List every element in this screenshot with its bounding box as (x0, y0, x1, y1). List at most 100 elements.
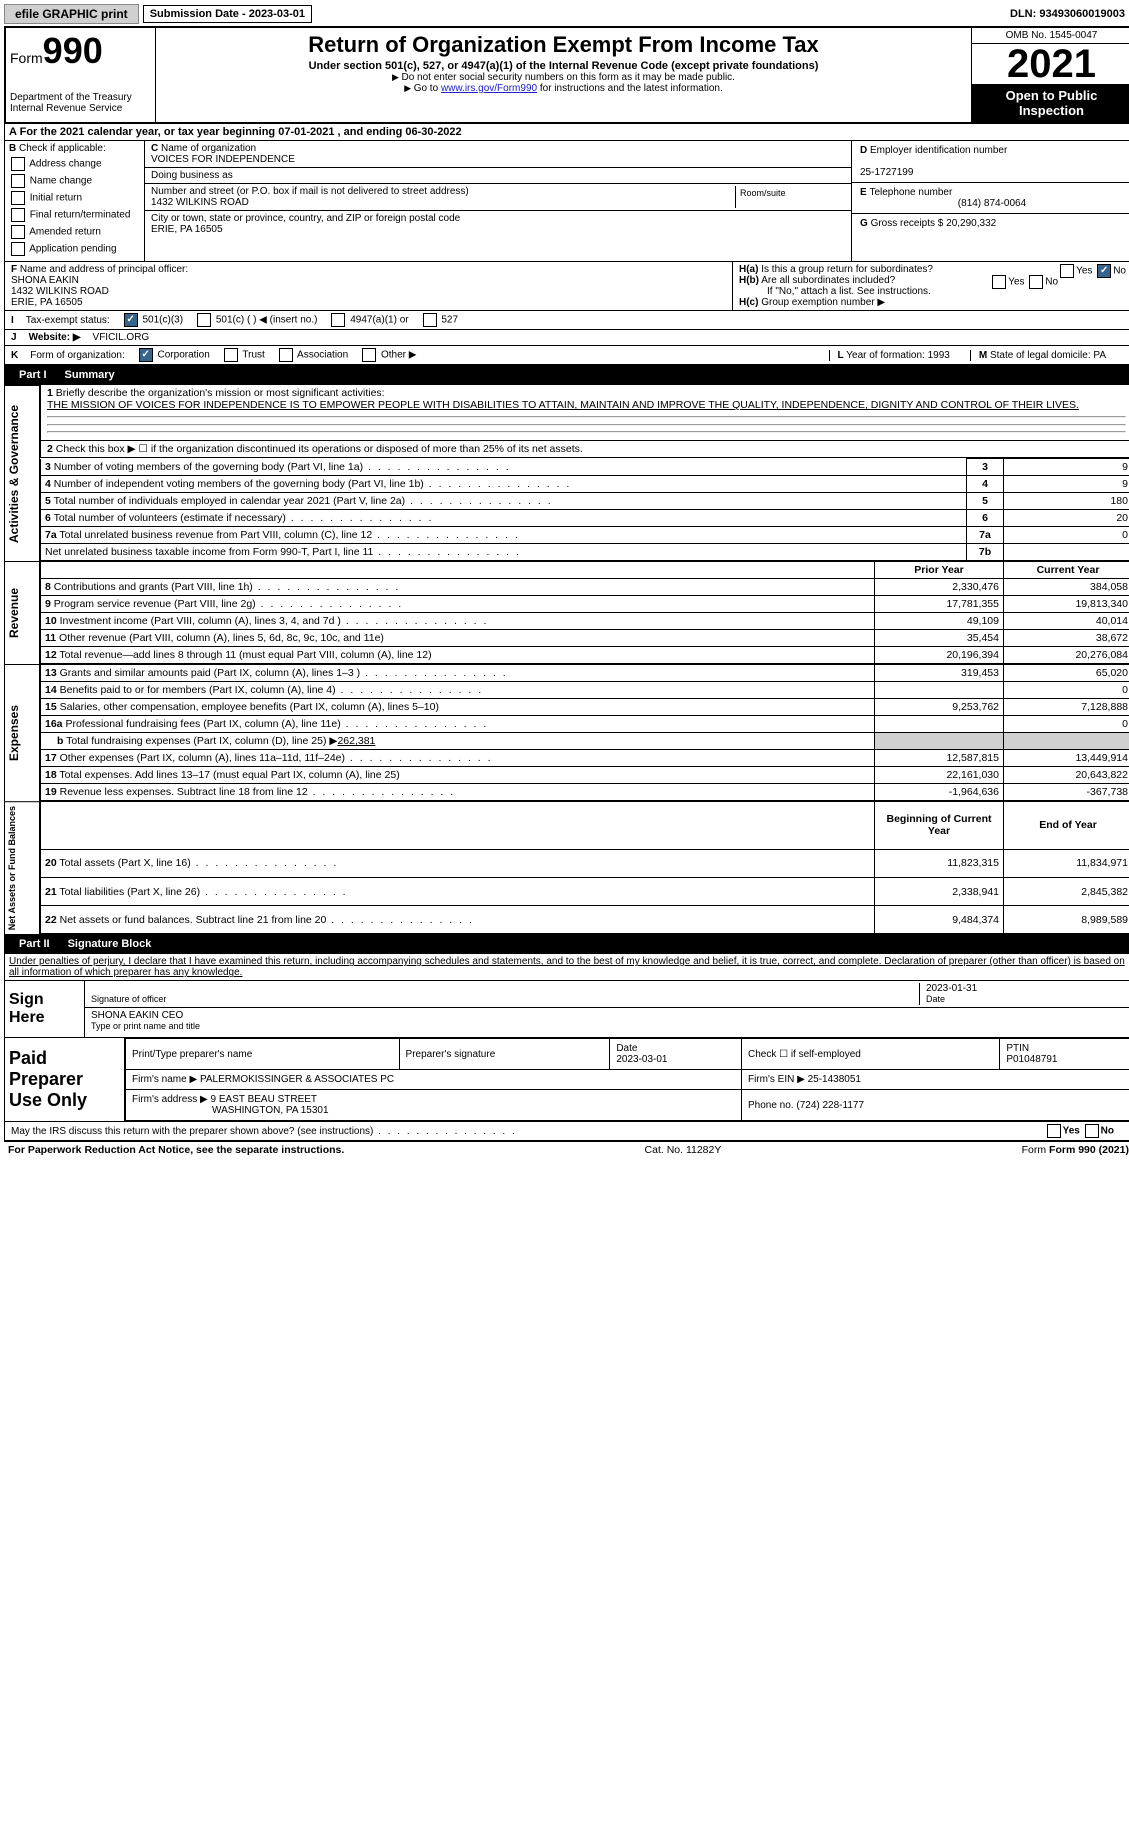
line-a-tax-year: A For the 2021 calendar year, or tax yea… (4, 124, 1129, 141)
hdr-end-year: End of Year (1004, 802, 1129, 850)
l5-num: 5 (45, 495, 51, 507)
l15-num: 15 (45, 701, 57, 713)
sign-here-label: Sign Here (5, 981, 85, 1037)
l5-text: Total number of individuals employed in … (54, 495, 553, 507)
firm-phone: (724) 228-1177 (796, 1100, 864, 1111)
form-title: Return of Organization Exempt From Incom… (160, 32, 967, 58)
website-value: VFICIL.ORG (93, 332, 150, 343)
sign-date: 2023-01-31 (926, 983, 977, 994)
l11-num: 11 (45, 632, 56, 644)
l16a-text: Professional fundraising fees (Part IX, … (65, 718, 488, 730)
firm-ein: 25-1438051 (808, 1074, 861, 1085)
l4-val: 9 (1004, 476, 1129, 493)
phone-value: (814) 874-0064 (860, 198, 1124, 209)
l13-curr: 65,020 (1004, 665, 1129, 682)
l16b-num: b (57, 735, 63, 747)
note-goto-post: for instructions and the latest informat… (540, 83, 723, 94)
l20-text: Total assets (Part X, line 16) (59, 857, 338, 869)
org-name: VOICES FOR INDEPENDENCE (151, 154, 295, 165)
chk-discuss-no[interactable] (1085, 1124, 1099, 1138)
l3-num: 3 (45, 461, 51, 473)
vtab-expenses: Expenses (4, 664, 40, 801)
l22-prior: 9,484,374 (875, 906, 1004, 934)
l13-prior: 319,453 (875, 665, 1004, 682)
efile-print-button[interactable]: efile GRAPHIC print (4, 4, 139, 24)
top-bar: efile GRAPHIC print Submission Date - 20… (4, 4, 1129, 24)
l11-curr: 38,672 (1004, 630, 1129, 647)
irs-link[interactable]: www.irs.gov/Form990 (441, 83, 537, 94)
chk-application-pending[interactable] (11, 242, 25, 256)
officer-name: SHONA EAKIN (11, 275, 79, 286)
l17-prior: 12,587,815 (875, 750, 1004, 767)
firm-addr1: 9 EAST BEAU STREET (211, 1094, 318, 1105)
chk-4947[interactable] (331, 313, 345, 327)
l4-num: 4 (45, 478, 51, 490)
form-number: 990 (43, 30, 103, 71)
chk-address-change[interactable] (11, 157, 25, 171)
chk-name-change[interactable] (11, 174, 25, 188)
chk-initial-return[interactable] (11, 191, 25, 205)
l21-num: 21 (45, 886, 57, 898)
chk-ha-yes[interactable] (1060, 264, 1074, 278)
form-org-label: Form of organization: (30, 350, 125, 361)
discuss-text: May the IRS discuss this return with the… (11, 1126, 517, 1137)
l15-curr: 7,128,888 (1004, 699, 1129, 716)
chk-501c[interactable] (197, 313, 211, 327)
l5-box: 5 (967, 493, 1004, 510)
chk-discuss-yes[interactable] (1047, 1124, 1061, 1138)
l12-prior: 20,196,394 (875, 647, 1004, 664)
l15-text: Salaries, other compensation, employee b… (60, 701, 439, 713)
opt-final-return: Final return/terminated (30, 210, 131, 221)
chk-final-return[interactable] (11, 208, 25, 222)
hc-label: Group exemption number ▶ (761, 297, 885, 308)
section-i: I Tax-exempt status: ✓ 501(c)(3) 501(c) … (4, 311, 1129, 330)
part-2-title: Signature Block (68, 938, 152, 950)
l14-num: 14 (45, 684, 57, 696)
year-formation-value: 1993 (928, 350, 950, 361)
l8-curr: 384,058 (1004, 579, 1129, 596)
l19-prior: -1,964,636 (875, 784, 1004, 801)
submission-date: Submission Date - 2023-03-01 (143, 5, 312, 23)
chk-corp[interactable]: ✓ (139, 348, 153, 362)
chk-hb-yes[interactable] (992, 275, 1006, 289)
chk-527[interactable] (423, 313, 437, 327)
ha-label: Is this a group return for subordinates? (761, 264, 933, 275)
opt-address-change: Address change (29, 159, 101, 170)
l7a-num: 7a (45, 529, 57, 541)
l13-num: 13 (45, 667, 57, 679)
l4-text: Number of independent voting members of … (54, 478, 572, 490)
revenue-section: Revenue Prior YearCurrent Year 8 Contrib… (4, 561, 1129, 664)
chk-trust[interactable] (224, 348, 238, 362)
opt-527: 527 (441, 315, 458, 326)
street-label: Number and street (or P.O. box if mail i… (151, 186, 469, 197)
l7a-box: 7a (967, 527, 1004, 544)
l16b-val: 262,381 (337, 735, 375, 747)
l17-curr: 13,449,914 (1004, 750, 1129, 767)
l12-num: 12 (45, 649, 57, 661)
form-label: Form (10, 50, 43, 66)
hdr-current-year: Current Year (1004, 562, 1129, 579)
chk-501c3[interactable]: ✓ (124, 313, 138, 327)
l21-text: Total liabilities (Part X, line 26) (59, 886, 347, 898)
chk-amended-return[interactable] (11, 225, 25, 239)
part-1-title: Summary (65, 369, 115, 381)
prep-date: 2023-03-01 (616, 1054, 667, 1065)
chk-assoc[interactable] (279, 348, 293, 362)
part-2-header: Part II Signature Block (4, 934, 1129, 954)
l19-curr: -367,738 (1004, 784, 1129, 801)
l1-label: Briefly describe the organization's miss… (56, 387, 385, 399)
hdr-begin-year: Beginning of Current Year (875, 802, 1004, 850)
chk-ha-no[interactable]: ✓ (1097, 264, 1111, 278)
section-k-l-m: K Form of organization: ✓ Corporation Tr… (4, 346, 1129, 365)
l19-num: 19 (45, 786, 57, 798)
section-f-h: F Name and address of principal officer:… (4, 262, 1129, 311)
hb-label: Are all subordinates included? (761, 275, 895, 286)
section-c: C Name of organization VOICES FOR INDEPE… (145, 141, 852, 261)
firm-addr2: WASHINGTON, PA 15301 (132, 1105, 329, 1116)
chk-other[interactable] (362, 348, 376, 362)
ein-label: Employer identification number (870, 145, 1007, 156)
l15-prior: 9,253,762 (875, 699, 1004, 716)
chk-hb-no[interactable] (1029, 275, 1043, 289)
vtab-activities: Activities & Governance (4, 385, 40, 561)
l11-prior: 35,454 (875, 630, 1004, 647)
